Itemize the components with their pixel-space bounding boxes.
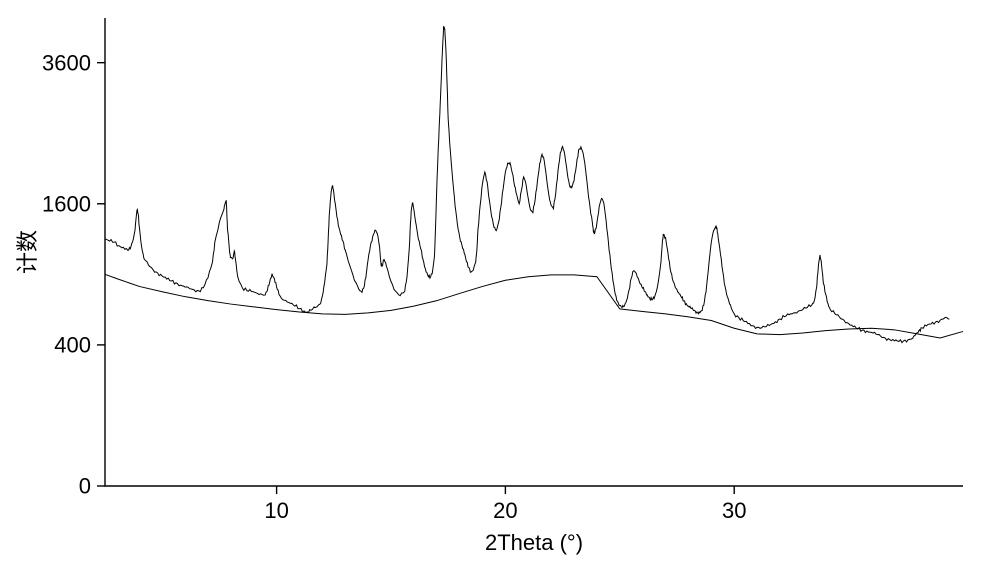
y-tick-label: 400 (54, 333, 91, 358)
x-tick-label: 30 (722, 498, 746, 523)
baseline-curve (105, 274, 963, 338)
xrd-pattern (105, 26, 949, 343)
y-tick-label: 1600 (42, 191, 91, 216)
y-tick-label: 0 (79, 474, 91, 499)
y-axis-label: 计数 (15, 230, 40, 274)
chart-svg: 10 20 30 0 400 1600 3600 2Theta (°) 计数 (0, 0, 1000, 573)
x-axis-label: 2Theta (°) (485, 530, 583, 555)
y-tick-label: 3600 (42, 50, 91, 75)
xrd-chart: 10 20 30 0 400 1600 3600 2Theta (°) 计数 (0, 0, 1000, 573)
x-tick-label: 20 (493, 498, 517, 523)
x-tick-label: 10 (264, 498, 288, 523)
